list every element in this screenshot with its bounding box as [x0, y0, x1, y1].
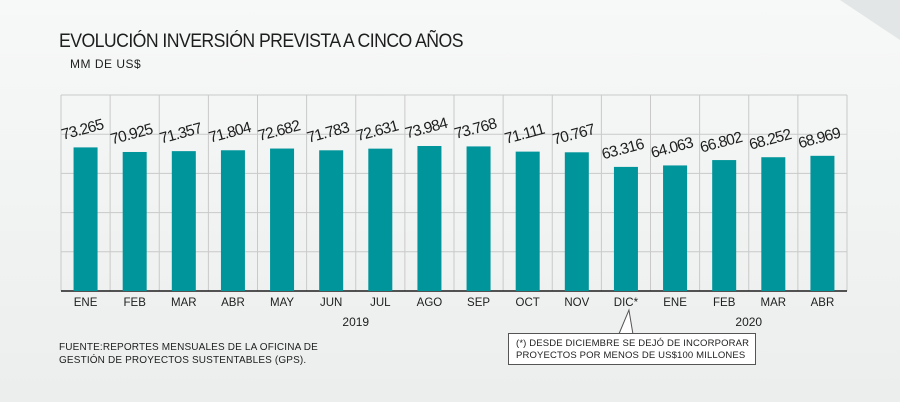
x-tick-label: MAY [270, 297, 294, 309]
bar [368, 148, 393, 291]
bar [73, 147, 98, 291]
data-label: 64.063 [649, 134, 695, 161]
bar [712, 160, 737, 291]
data-label: 68.969 [796, 125, 842, 152]
x-tick-label: AGO [417, 297, 443, 309]
bar [663, 165, 688, 291]
data-label: 72.631 [354, 118, 400, 145]
data-label: 66.802 [698, 129, 744, 156]
data-label: 71.357 [158, 120, 204, 147]
x-tick-label: ABR [811, 297, 835, 309]
footnote-pointer [618, 308, 634, 335]
bar [122, 151, 147, 291]
source-note: FUENTE:REPORTES MENSUALES DE LA OFICINA … [59, 341, 318, 367]
x-tick-label: MAR [171, 297, 197, 309]
x-tick-label: SEP [467, 297, 490, 309]
data-label: 71.111 [503, 121, 547, 148]
x-tick-label: JUN [320, 297, 342, 309]
source-line-1: FUENTE:REPORTES MENSUALES DE LA OFICINA … [59, 342, 318, 353]
data-label: 71.783 [305, 119, 351, 146]
bar [270, 148, 295, 291]
chart-subtitle: MM DE US$ [70, 57, 142, 71]
footnote-line-1: (*) DESDE DICIEMBRE SE DEJÓ DE INCORPORA… [516, 338, 750, 349]
x-tick-label: FEB [713, 297, 736, 309]
bar [761, 157, 786, 291]
footnote-box: (*) DESDE DICIEMBRE SE DEJÓ DE INCORPORA… [508, 333, 756, 365]
bar [515, 151, 540, 291]
x-tick-label: ABR [221, 297, 245, 309]
x-tick-label: NOV [564, 297, 589, 309]
year-label: 2019 [342, 315, 369, 329]
bar [613, 166, 638, 291]
x-tick-label: ENE [663, 297, 687, 309]
x-tick-label: FEB [124, 297, 147, 309]
x-tick-label: OCT [516, 297, 540, 309]
bar [417, 145, 442, 291]
x-tick-label: MAR [761, 297, 787, 309]
data-label: 70.767 [551, 121, 597, 148]
data-label: 73.265 [60, 116, 106, 143]
bar [220, 150, 245, 291]
x-tick-label: ENE [74, 297, 98, 309]
data-label: 73.984 [403, 115, 450, 143]
year-label: 2020 [735, 315, 762, 329]
bar [810, 155, 835, 291]
bar [466, 146, 491, 291]
bar [171, 151, 196, 291]
corner-decoration [840, 0, 900, 40]
x-tick-label: DIC* [614, 297, 639, 309]
data-label: 70.925 [109, 121, 155, 148]
data-label: 73.768 [453, 115, 499, 142]
source-line-2: GESTIÓN DE PROYECTOS SUSTENTABLES (GPS). [59, 355, 307, 366]
data-label: 71.804 [207, 119, 254, 147]
data-label: 63.316 [600, 136, 646, 163]
data-label: 72.682 [256, 117, 302, 144]
bar [319, 150, 344, 291]
data-label: 68.252 [747, 126, 793, 153]
chart-title: EVOLUCIÓN INVERSIÓN PREVISTA A CINCO AÑO… [59, 31, 463, 52]
x-tick-label: JUL [370, 297, 391, 309]
footnote-line-2: PROYECTOS POR MENOS DE US$100 MILLONES [516, 350, 746, 361]
bar [564, 152, 589, 291]
